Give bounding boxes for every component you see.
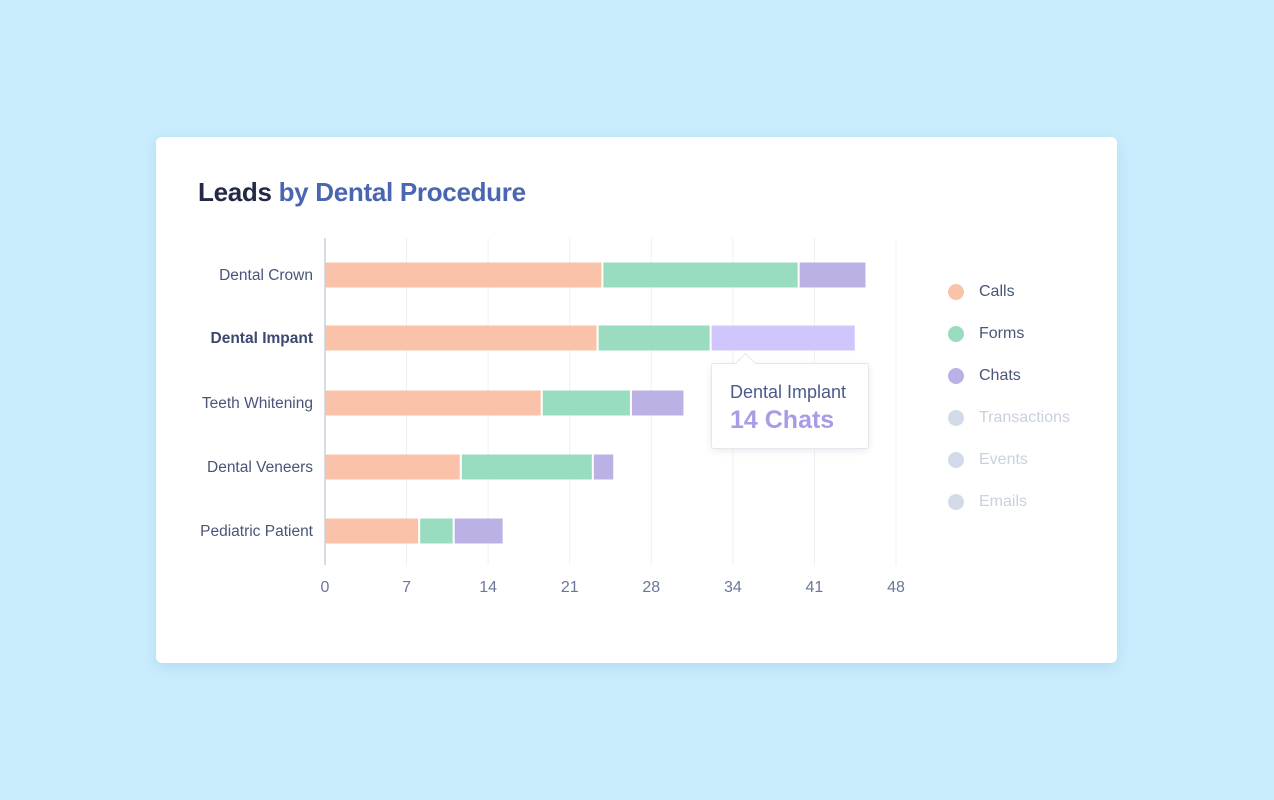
legend-item-chats[interactable]: Chats [948,355,1070,397]
title-main: Leads [198,177,272,207]
legend-label: Events [979,451,1028,468]
x-tick-label: 0 [321,579,330,596]
bar-chats[interactable] [454,518,503,544]
y-category-label: Pediatric Patient [200,523,314,540]
legend-item-events[interactable]: Events [948,439,1070,481]
bar-calls[interactable] [325,390,541,416]
x-tick-label: 48 [887,579,905,596]
bar-calls[interactable] [325,325,597,351]
legend-item-emails[interactable]: Emails [948,481,1070,523]
legend-item-transactions[interactable]: Transactions [948,397,1070,439]
x-tick-label: 34 [724,579,742,596]
legend-dot-icon [948,494,964,510]
legend-dot-icon [948,368,964,384]
bar-calls[interactable] [325,454,460,480]
x-tick-label: 21 [561,579,579,596]
x-tick-label: 7 [402,579,411,596]
tooltip-title: Dental Implant [730,382,847,402]
legend-label: Transactions [979,409,1070,426]
bar-calls[interactable] [325,262,602,288]
bar-forms[interactable] [598,325,710,351]
legend-label: Calls [979,283,1015,300]
tooltip: Dental Implant 14 Chats [711,363,869,449]
legend-label: Chats [979,367,1021,384]
x-tick-label: 28 [642,579,660,596]
legend-dot-icon [948,284,964,300]
tooltip-value: 14 Chats [730,406,835,434]
legend-item-forms[interactable]: Forms [948,313,1070,355]
legend-item-calls[interactable]: Calls [948,271,1070,313]
legend-label: Emails [979,493,1028,510]
chart-title: Leads by Dental Procedure [198,177,526,208]
bar-forms[interactable] [420,518,453,544]
legend-dot-icon [948,452,964,468]
bar-chats[interactable] [799,262,866,288]
title-accent: by Dental Procedure [278,177,526,207]
bar-forms[interactable] [542,390,630,416]
bar-chats[interactable] [711,325,855,351]
x-tick-label: 41 [806,579,824,596]
bar-calls[interactable] [325,518,419,544]
bar-chart: 0 7 14 21 28 34 41 48 Dental Crown Dental Impant T… [200,238,905,596]
y-category-label: Dental Crown [219,267,313,284]
x-tick-label: 14 [479,579,497,596]
legend-dot-icon [948,410,964,426]
y-category-label: Teeth Whitening [202,395,313,412]
bar-chats[interactable] [593,454,614,480]
legend-dot-icon [948,326,964,342]
bar-forms[interactable] [603,262,798,288]
bar-forms[interactable] [461,454,592,480]
legend-label: Forms [979,325,1025,342]
legend: Calls Forms Chats Transactions Events Emails [948,271,1070,523]
y-category-label: Dental Veneers [207,459,313,476]
chart-card: Leads by Dental Procedure 0 7 14 21 28 34 41 48… [156,137,1117,663]
y-category-label: Dental Impant [211,330,313,347]
bar-chats[interactable] [631,390,684,416]
